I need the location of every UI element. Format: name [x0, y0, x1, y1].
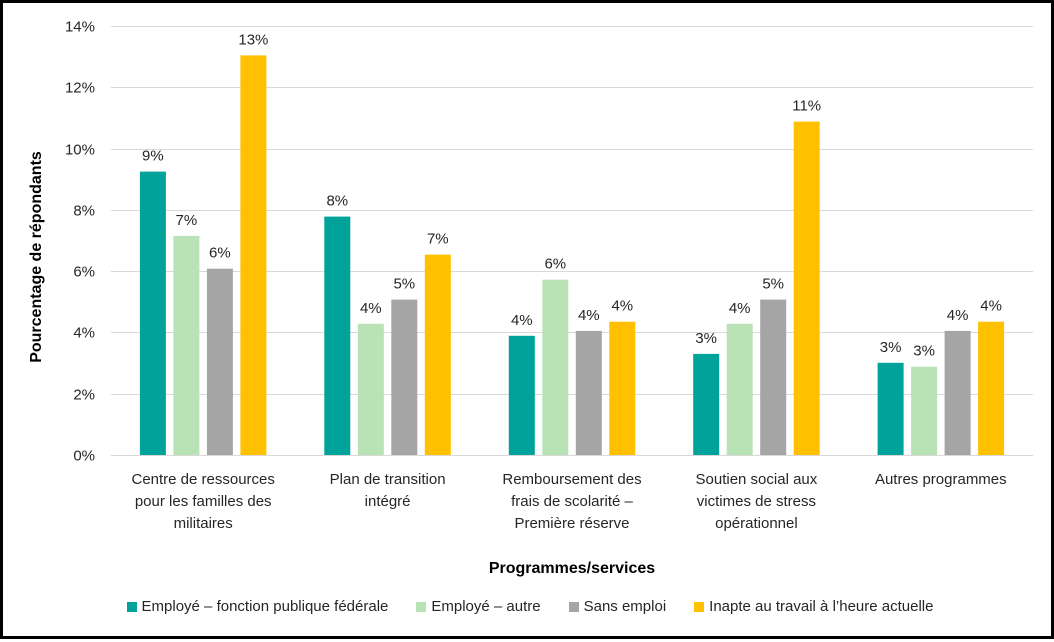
x-category-label-line: militaires — [174, 515, 233, 532]
bar — [206, 268, 233, 455]
bar — [508, 335, 535, 455]
data-label: 4% — [729, 300, 751, 317]
y-tick-label: 8% — [73, 203, 95, 220]
data-label: 4% — [578, 307, 600, 324]
data-label: 4% — [980, 298, 1002, 315]
legend-item: Employé – autre — [416, 598, 541, 615]
data-labels: 9% 7% 6% 13% 8% 4% 5% 7% 4% 6% 4% 4% 3% 4% 5% 11% 3% 3% 4%… — [142, 31, 1002, 359]
data-label: 3% — [695, 330, 717, 347]
bar — [760, 299, 787, 455]
data-label: 4% — [611, 298, 633, 315]
y-tick-label: 6% — [73, 264, 95, 281]
bars — [139, 55, 1005, 456]
x-category-label: Centre de ressources pour les familles de… — [131, 471, 274, 532]
data-label: 11% — [792, 98, 821, 115]
bar — [793, 121, 820, 455]
x-axis-title: Programmes/services — [489, 560, 655, 577]
x-category-label-line: Soutien social aux — [696, 471, 818, 488]
x-category-label-line: opérationnel — [715, 515, 798, 532]
data-label: 7% — [427, 231, 449, 248]
x-category-label-line: pour les familles des — [135, 493, 272, 510]
x-category-label-line: intégré — [365, 493, 411, 510]
x-axis-categories: Centre de ressources pour les familles de… — [131, 471, 1006, 532]
bar — [575, 330, 602, 455]
bar — [324, 216, 351, 455]
bar — [726, 323, 753, 455]
bar-chart: 0% 2% 4% 6% 8% 10% 12% 14% 9% 7% 6% 13% 8% 4% 5% 7% 4% 6… — [28, 19, 1033, 577]
x-category-label: Autres programmes — [875, 471, 1007, 488]
bar — [877, 362, 904, 455]
bar — [240, 55, 267, 456]
bar — [357, 323, 384, 455]
x-category-label: Plan de transition intégré — [330, 471, 446, 510]
legend-label: Employé – autre — [431, 598, 541, 615]
legend-swatch — [568, 601, 579, 612]
legend-swatch — [126, 601, 137, 612]
y-axis-ticks: 0% 2% 4% 6% 8% 10% 12% 14% — [65, 19, 95, 465]
x-category-label: Remboursement des frais de scolarité – Pre… — [502, 471, 641, 532]
legend-label: Inapte au travail à l’heure actuelle — [709, 598, 934, 615]
bar — [609, 321, 636, 455]
y-tick-label: 12% — [65, 80, 95, 97]
legend-swatch — [694, 601, 705, 612]
legend-item: Employé – fonction publique fédérale — [126, 598, 389, 615]
x-category-label-line: Plan de transition — [330, 471, 446, 488]
y-tick-label: 14% — [65, 19, 95, 36]
bar — [944, 330, 971, 455]
y-axis-title: Pourcentage de répondants — [28, 151, 45, 363]
y-tick-label: 4% — [73, 325, 95, 342]
x-category-label-line: Autres programmes — [875, 471, 1007, 488]
y-tick-label: 0% — [73, 448, 95, 465]
data-label: 6% — [544, 256, 566, 273]
data-label: 5% — [762, 276, 784, 293]
legend-swatch — [416, 601, 427, 612]
data-label: 9% — [142, 148, 164, 165]
legend-label: Sans emploi — [583, 598, 667, 615]
y-tick-label: 2% — [73, 387, 95, 404]
x-category-label-line: Centre de ressources — [131, 471, 274, 488]
bar — [693, 353, 720, 455]
bar — [542, 279, 569, 455]
data-label: 5% — [393, 276, 415, 293]
bar — [978, 321, 1005, 455]
data-label: 4% — [947, 307, 969, 324]
data-label: 3% — [880, 339, 902, 356]
legend-label: Employé – fonction publique fédérale — [141, 598, 389, 615]
x-category-label-line: Première réserve — [514, 515, 629, 532]
bar — [173, 235, 200, 455]
x-category-label-line: Remboursement des — [502, 471, 641, 488]
data-label: 3% — [913, 343, 935, 360]
legend-item: Sans emploi — [568, 598, 667, 615]
x-category-label-line: frais de scolarité – — [511, 493, 633, 510]
bar — [911, 366, 938, 455]
x-category-label-line: victimes de stress — [697, 493, 816, 510]
data-label: 4% — [360, 300, 382, 317]
data-label: 6% — [209, 245, 231, 262]
legend-item: Inapte au travail à l’heure actuelle — [694, 598, 933, 615]
data-label: 7% — [176, 212, 198, 229]
y-tick-label: 10% — [65, 142, 95, 159]
data-label: 4% — [511, 312, 533, 329]
data-label: 8% — [326, 193, 348, 210]
bar — [391, 299, 418, 455]
bar — [139, 171, 166, 455]
legend: Employé – fonction publique fédérale Empl… — [3, 598, 1054, 615]
x-category-label: Soutien social aux victimes de stress opér… — [696, 471, 818, 532]
data-label: 13% — [238, 31, 268, 48]
bar — [424, 254, 451, 455]
